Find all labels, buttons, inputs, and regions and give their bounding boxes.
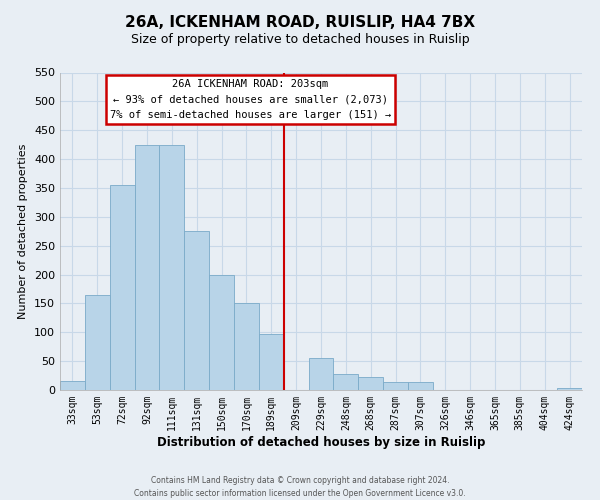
Bar xyxy=(110,185,134,390)
Text: 26A ICKENHAM ROAD: 203sqm
← 93% of detached houses are smaller (2,073)
7% of sem: 26A ICKENHAM ROAD: 203sqm ← 93% of detac… xyxy=(110,79,391,120)
Text: 26A, ICKENHAM ROAD, RUISLIP, HA4 7BX: 26A, ICKENHAM ROAD, RUISLIP, HA4 7BX xyxy=(125,15,475,30)
Bar xyxy=(383,382,408,390)
Bar xyxy=(209,274,234,390)
Text: Size of property relative to detached houses in Ruislip: Size of property relative to detached ho… xyxy=(131,32,469,46)
Bar xyxy=(358,378,383,390)
Bar xyxy=(234,304,259,390)
Bar xyxy=(85,294,110,390)
Y-axis label: Number of detached properties: Number of detached properties xyxy=(19,144,28,319)
Bar xyxy=(334,374,358,390)
Bar xyxy=(184,231,209,390)
X-axis label: Distribution of detached houses by size in Ruislip: Distribution of detached houses by size … xyxy=(157,436,485,448)
Bar xyxy=(308,358,334,390)
Bar xyxy=(134,144,160,390)
Bar xyxy=(160,144,184,390)
Bar xyxy=(408,382,433,390)
Bar xyxy=(259,334,284,390)
Bar xyxy=(60,382,85,390)
Bar xyxy=(557,388,582,390)
Text: Contains HM Land Registry data © Crown copyright and database right 2024.
Contai: Contains HM Land Registry data © Crown c… xyxy=(134,476,466,498)
